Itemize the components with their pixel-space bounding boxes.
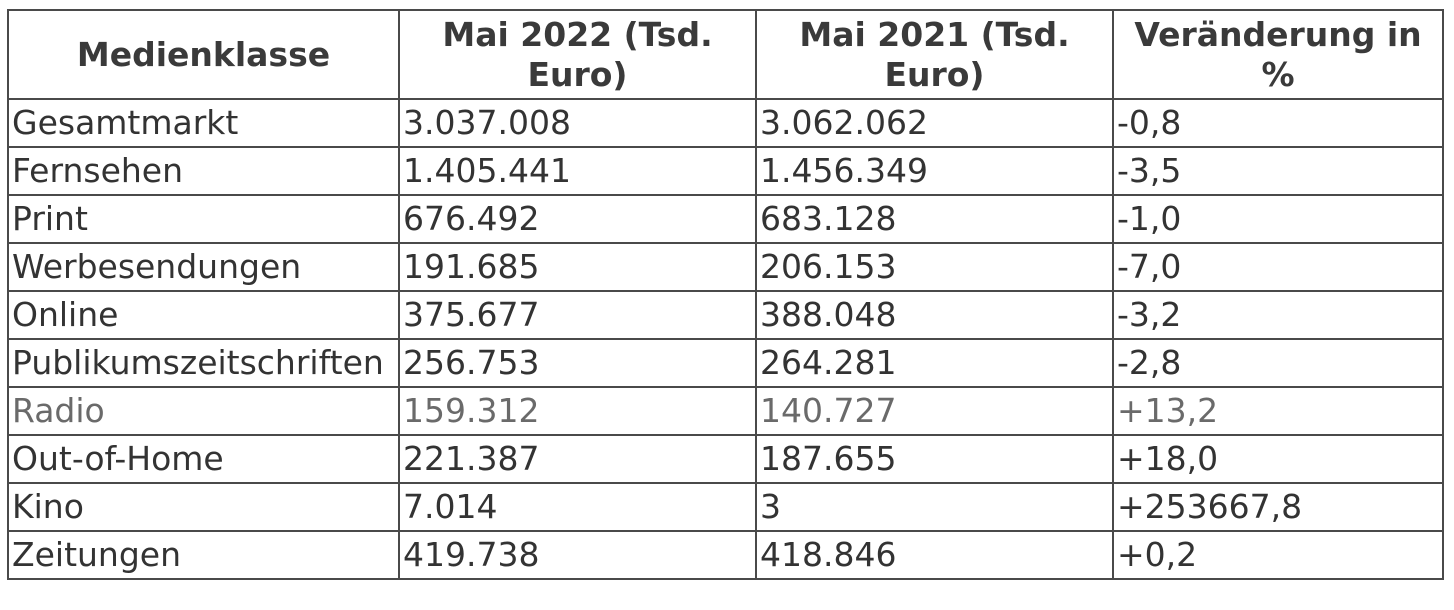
- cell-mai-2021: 418.846: [755, 530, 1114, 580]
- header-medienklasse: Medienklasse: [7, 9, 400, 100]
- cell-medienklasse: Kino: [7, 482, 400, 532]
- cell-veraenderung: +253667,8: [1112, 482, 1444, 532]
- cell-veraenderung: +0,2: [1112, 530, 1444, 580]
- table-row: Print 676.492 683.128 -1,0: [7, 194, 1444, 244]
- cell-mai-2021: 3: [755, 482, 1114, 532]
- cell-mai-2022: 221.387: [398, 434, 757, 484]
- cell-veraenderung: +18,0: [1112, 434, 1444, 484]
- cell-medienklasse: Zeitungen: [7, 530, 400, 580]
- cell-veraenderung: -7,0: [1112, 242, 1444, 292]
- cell-mai-2022: 676.492: [398, 194, 757, 244]
- table-row: Fernsehen 1.405.441 1.456.349 -3,5: [7, 146, 1444, 196]
- media-spend-table-container: Medienklasse Mai 2022 (Tsd. Euro) Mai 20…: [7, 9, 1444, 580]
- cell-mai-2022: 3.037.008: [398, 98, 757, 148]
- cell-medienklasse: Fernsehen: [7, 146, 400, 196]
- cell-medienklasse: Publikumszeitschriften: [7, 338, 400, 388]
- cell-mai-2022: 375.677: [398, 290, 757, 340]
- table-row: Kino 7.014 3 +253667,8: [7, 482, 1444, 532]
- cell-mai-2021: 683.128: [755, 194, 1114, 244]
- header-veraenderung: Veränderung in %: [1112, 9, 1444, 100]
- table-row: Radio 159.312 140.727 +13,2: [7, 386, 1444, 436]
- cell-veraenderung: -3,5: [1112, 146, 1444, 196]
- cell-medienklasse: Print: [7, 194, 400, 244]
- cell-medienklasse: Werbesendungen: [7, 242, 400, 292]
- cell-mai-2022: 191.685: [398, 242, 757, 292]
- media-spend-table: Medienklasse Mai 2022 (Tsd. Euro) Mai 20…: [7, 9, 1444, 580]
- cell-medienklasse: Gesamtmarkt: [7, 98, 400, 148]
- table-header-row: Medienklasse Mai 2022 (Tsd. Euro) Mai 20…: [7, 9, 1444, 100]
- cell-mai-2021: 3.062.062: [755, 98, 1114, 148]
- table-row: Gesamtmarkt 3.037.008 3.062.062 -0,8: [7, 98, 1444, 148]
- table-row: Online 375.677 388.048 -3,2: [7, 290, 1444, 340]
- cell-medienklasse: Out-of-Home: [7, 434, 400, 484]
- cell-veraenderung: -2,8: [1112, 338, 1444, 388]
- cell-mai-2021: 1.456.349: [755, 146, 1114, 196]
- header-mai-2021: Mai 2021 (Tsd. Euro): [755, 9, 1114, 100]
- cell-mai-2022: 256.753: [398, 338, 757, 388]
- cell-mai-2021: 187.655: [755, 434, 1114, 484]
- cell-mai-2021: 206.153: [755, 242, 1114, 292]
- table-row: Out-of-Home 221.387 187.655 +18,0: [7, 434, 1444, 484]
- cell-mai-2022: 1.405.441: [398, 146, 757, 196]
- cell-veraenderung: -3,2: [1112, 290, 1444, 340]
- cell-medienklasse: Online: [7, 290, 400, 340]
- cell-mai-2021: 388.048: [755, 290, 1114, 340]
- table-row: Publikumszeitschriften 256.753 264.281 -…: [7, 338, 1444, 388]
- table-row: Zeitungen 419.738 418.846 +0,2: [7, 530, 1444, 580]
- header-mai-2022: Mai 2022 (Tsd. Euro): [398, 9, 757, 100]
- cell-veraenderung: -1,0: [1112, 194, 1444, 244]
- cell-mai-2021: 140.727: [755, 386, 1114, 436]
- cell-mai-2022: 7.014: [398, 482, 757, 532]
- cell-mai-2022: 419.738: [398, 530, 757, 580]
- cell-mai-2021: 264.281: [755, 338, 1114, 388]
- cell-veraenderung: +13,2: [1112, 386, 1444, 436]
- cell-mai-2022: 159.312: [398, 386, 757, 436]
- table-row: Werbesendungen 191.685 206.153 -7,0: [7, 242, 1444, 292]
- cell-medienklasse: Radio: [7, 386, 400, 436]
- cell-veraenderung: -0,8: [1112, 98, 1444, 148]
